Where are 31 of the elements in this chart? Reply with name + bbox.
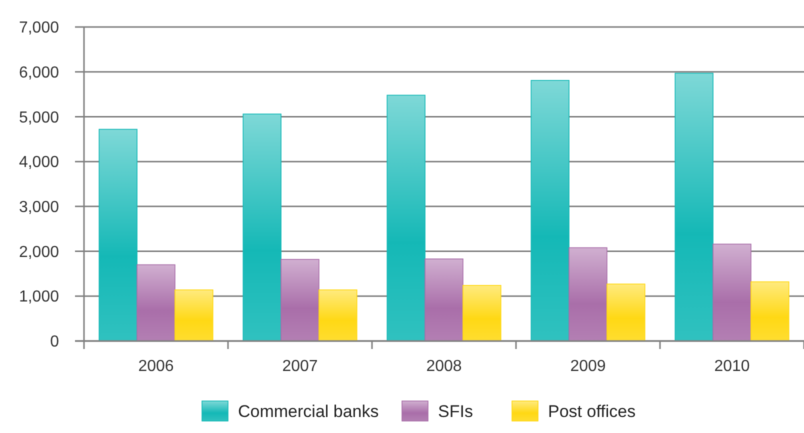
bar: [462, 284, 502, 342]
x-tick-label: 2006: [138, 358, 174, 375]
bar: [530, 80, 570, 342]
x-tick-label: 2007: [282, 358, 318, 375]
bar: [424, 258, 464, 342]
y-tick-label: 3,000: [18, 199, 60, 216]
bar: [750, 281, 790, 342]
bar: [242, 114, 282, 342]
bar: [280, 258, 320, 342]
bar: [386, 94, 426, 342]
y-tick-label: 5,000: [18, 109, 60, 126]
legend-label: SFIs: [438, 402, 473, 421]
bar: [606, 284, 646, 342]
x-tick-label: 2010: [714, 358, 750, 375]
y-tick-label: 2,000: [18, 244, 60, 261]
x-tick-label: 2008: [426, 358, 462, 375]
legend-label: Post offices: [548, 402, 636, 421]
x-tick-label: 2009: [570, 358, 606, 375]
y-tick-label: 0: [50, 334, 60, 351]
y-tick-label: 4,000: [18, 154, 60, 172]
bar: [568, 247, 608, 342]
bar: [98, 128, 138, 342]
legend-label: Commercial banks: [238, 402, 379, 421]
y-tick-label: 1,000: [18, 288, 60, 306]
y-tick-label: 7,000: [18, 20, 60, 37]
bar: [674, 72, 714, 342]
bar: [136, 264, 176, 342]
y-tick-label: 6,000: [18, 64, 60, 82]
bar: [712, 244, 752, 342]
bar: [318, 289, 358, 342]
bar: [174, 289, 214, 342]
